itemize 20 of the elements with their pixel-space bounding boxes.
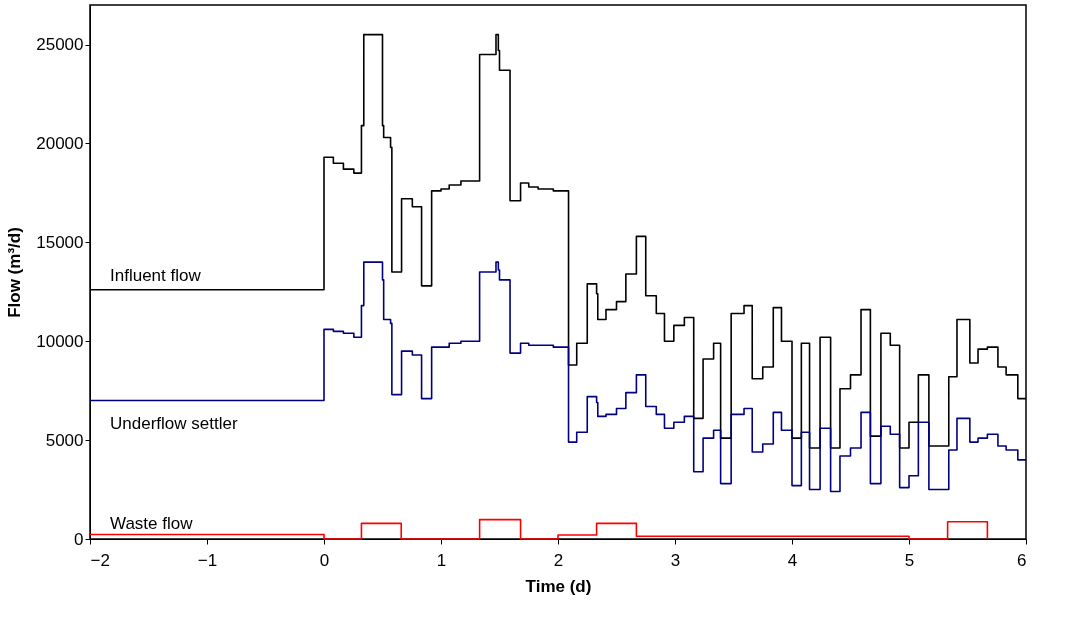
- y-tick-label: 5000: [45, 430, 84, 450]
- x-tick-label: 6: [1017, 550, 1027, 570]
- x-tick-label: −2: [90, 550, 110, 570]
- series-label: Underflow settler: [110, 413, 238, 433]
- x-tick-label: 0: [319, 550, 330, 570]
- series-label: Influent flow: [110, 265, 202, 285]
- x-tick-label: 1: [436, 550, 447, 570]
- y-tick-label: 20000: [36, 133, 84, 153]
- x-tick-label: 4: [787, 550, 798, 570]
- x-tick-label: 2: [553, 550, 564, 570]
- y-axis-title: Flow (m³/d): [5, 227, 25, 318]
- x-tick-label: 3: [670, 550, 681, 570]
- series-label: Waste flow: [110, 514, 194, 534]
- x-tick-label: 5: [904, 550, 915, 570]
- y-tick-label: 15000: [36, 232, 84, 252]
- y-tick-label: 10000: [36, 331, 84, 351]
- y-tick-label: 25000: [36, 35, 84, 55]
- x-tick-label: −1: [197, 550, 218, 570]
- x-axis-title: Time (d): [525, 576, 592, 596]
- y-tick-label: 0: [74, 529, 84, 549]
